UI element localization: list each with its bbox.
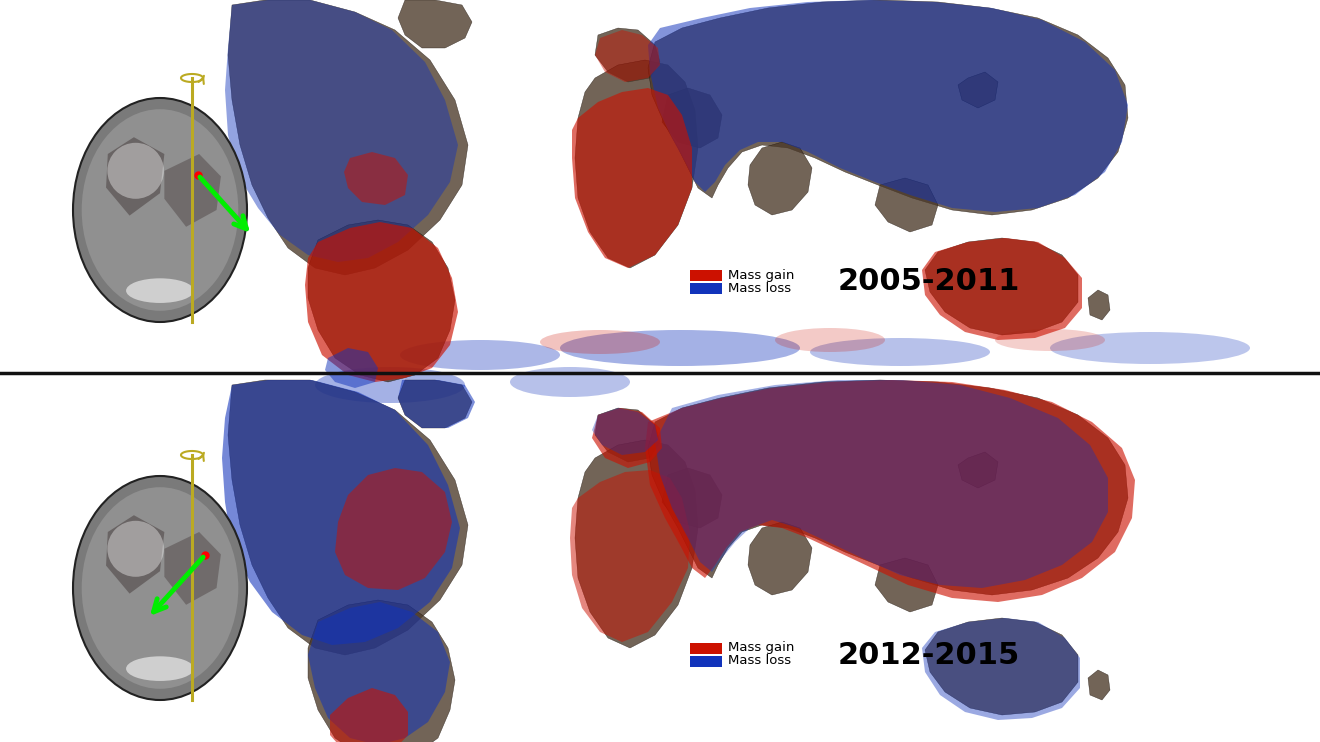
Polygon shape — [958, 72, 998, 108]
Polygon shape — [875, 558, 939, 612]
Ellipse shape — [107, 521, 164, 577]
FancyBboxPatch shape — [690, 656, 722, 667]
Ellipse shape — [73, 476, 247, 700]
Polygon shape — [345, 152, 408, 205]
Polygon shape — [572, 88, 692, 268]
Polygon shape — [595, 30, 660, 82]
Text: 2012-2015: 2012-2015 — [838, 640, 1020, 669]
Ellipse shape — [73, 98, 247, 322]
Text: Mass loss: Mass loss — [729, 281, 791, 295]
Polygon shape — [591, 408, 663, 468]
Polygon shape — [925, 618, 1078, 715]
Polygon shape — [308, 602, 450, 742]
Ellipse shape — [560, 330, 800, 366]
Ellipse shape — [315, 367, 465, 403]
Polygon shape — [335, 468, 451, 590]
Polygon shape — [325, 348, 378, 388]
Ellipse shape — [540, 330, 660, 354]
Polygon shape — [748, 522, 812, 595]
FancyBboxPatch shape — [690, 643, 722, 654]
Polygon shape — [399, 380, 473, 428]
Polygon shape — [228, 380, 469, 655]
Ellipse shape — [400, 340, 560, 370]
Polygon shape — [228, 0, 469, 275]
Text: Mass gain: Mass gain — [729, 642, 795, 654]
Ellipse shape — [107, 142, 164, 199]
Polygon shape — [106, 515, 165, 594]
Polygon shape — [106, 137, 165, 216]
Polygon shape — [330, 688, 408, 742]
Text: Mass gain: Mass gain — [729, 269, 795, 281]
Polygon shape — [576, 440, 698, 648]
Polygon shape — [165, 532, 220, 605]
Polygon shape — [1088, 670, 1110, 700]
Polygon shape — [921, 618, 1080, 720]
Polygon shape — [875, 178, 939, 232]
Polygon shape — [576, 60, 698, 268]
Polygon shape — [925, 238, 1078, 335]
Polygon shape — [663, 468, 722, 528]
Polygon shape — [595, 408, 660, 462]
Polygon shape — [222, 380, 459, 645]
Polygon shape — [645, 380, 1135, 602]
FancyBboxPatch shape — [690, 283, 722, 294]
Polygon shape — [648, 0, 1129, 215]
Polygon shape — [921, 238, 1082, 340]
Ellipse shape — [775, 328, 884, 352]
Text: Mass loss: Mass loss — [729, 654, 791, 668]
Polygon shape — [748, 142, 812, 215]
Polygon shape — [595, 28, 660, 82]
Polygon shape — [663, 88, 722, 148]
Polygon shape — [308, 220, 455, 382]
Polygon shape — [958, 452, 998, 488]
Ellipse shape — [82, 487, 239, 689]
Ellipse shape — [510, 367, 630, 397]
Ellipse shape — [127, 278, 194, 303]
Polygon shape — [655, 380, 1107, 588]
Polygon shape — [308, 600, 455, 742]
Polygon shape — [399, 0, 473, 48]
Polygon shape — [591, 408, 657, 455]
FancyBboxPatch shape — [690, 270, 722, 281]
Ellipse shape — [995, 329, 1105, 351]
Ellipse shape — [82, 109, 239, 311]
Polygon shape — [305, 222, 458, 382]
Polygon shape — [648, 0, 1129, 212]
Polygon shape — [399, 380, 475, 428]
Ellipse shape — [127, 657, 194, 681]
Ellipse shape — [1049, 332, 1250, 364]
Text: 2005-2011: 2005-2011 — [838, 268, 1020, 297]
Polygon shape — [224, 0, 458, 262]
Polygon shape — [165, 154, 220, 227]
Ellipse shape — [810, 338, 990, 366]
Polygon shape — [570, 470, 690, 642]
Polygon shape — [1088, 290, 1110, 320]
Polygon shape — [648, 380, 1129, 595]
